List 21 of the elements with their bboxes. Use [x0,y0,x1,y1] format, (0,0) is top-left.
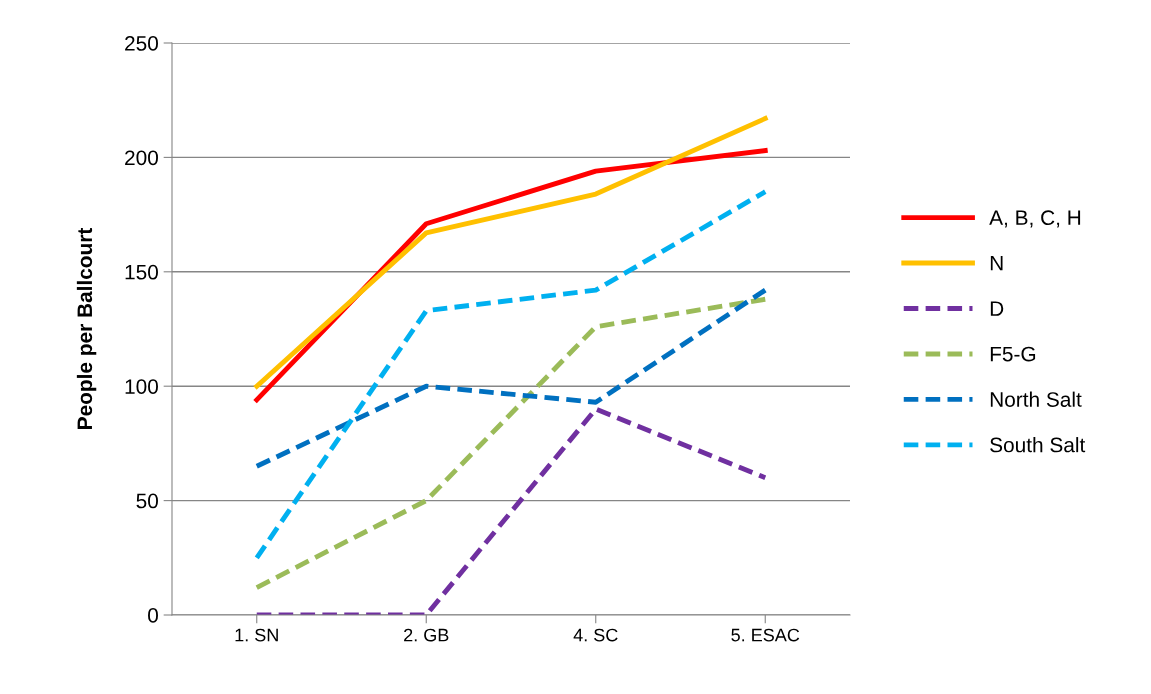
y-tick-label: 150 [125,264,158,280]
x-tick-label: 4. SC [573,628,618,642]
legend-label: N [990,255,1003,271]
x-tick-label: 5. ESAC [731,628,800,642]
y-tick-label: 250 [125,36,158,51]
y-axis-title: People per Ballcourt [76,227,97,429]
x-tick-label: 2. GB [404,628,449,642]
legend-label: North Salt [990,391,1082,407]
y-tick-label: 50 [136,493,158,509]
y-tick-label: 100 [125,379,158,394]
line-series [254,116,768,389]
line-series [254,287,768,469]
x-tick-label: 1. SN [235,628,278,642]
y-tick-label: 0 [148,608,158,623]
line-series [254,189,768,561]
legend-label: A, B, C, H [989,210,1081,228]
line-series [254,296,768,590]
legend-label: D [990,301,1004,316]
y-tick-label: 200 [125,150,158,166]
legend-label: South Salt [990,437,1086,453]
legend-label: F5-G [990,346,1036,362]
